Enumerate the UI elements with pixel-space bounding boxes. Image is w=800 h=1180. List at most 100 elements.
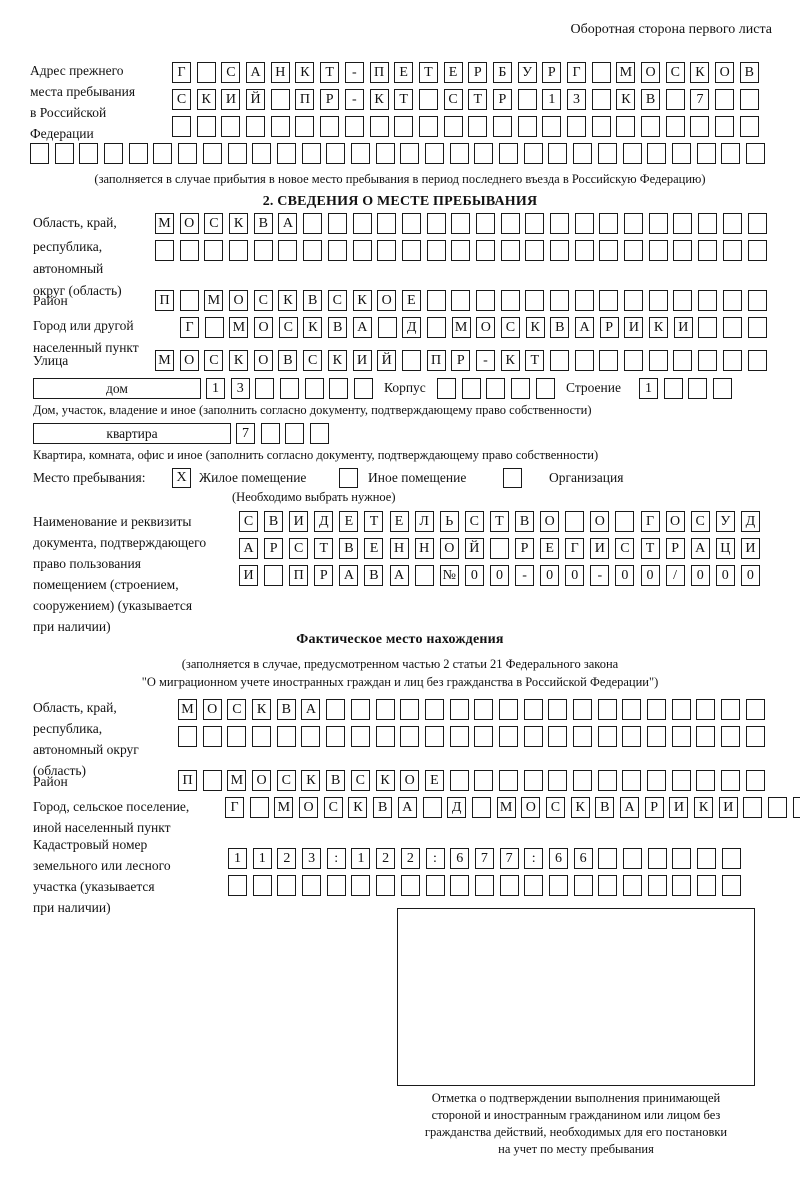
document-row-2-cell-20[interactable]: Ц bbox=[715, 538, 735, 559]
document-row-2-cell-15[interactable]: И bbox=[590, 538, 610, 559]
cadastral-row-1-cell-10[interactable]: 6 bbox=[450, 848, 470, 869]
previous-address-row-2-cell-21[interactable] bbox=[665, 89, 685, 110]
section2-street-row-cell-6[interactable]: В bbox=[278, 350, 298, 371]
document-row-2-cell-16[interactable]: С bbox=[615, 538, 635, 559]
previous-address-row-2-cell-11[interactable] bbox=[418, 89, 438, 110]
actual-city-row-cell-6[interactable]: К bbox=[348, 797, 368, 818]
document-row-3-cell-12[interactable]: - bbox=[515, 565, 535, 586]
previous-address-row-4-full-cell-24[interactable] bbox=[597, 143, 617, 164]
actual-region-row-2-cell-12[interactable] bbox=[449, 726, 469, 747]
previous-address-row-3-cell-8[interactable] bbox=[344, 116, 364, 137]
previous-address-row-4-full-cell-6[interactable] bbox=[153, 143, 173, 164]
actual-region-row-2-cell-6[interactable] bbox=[301, 726, 321, 747]
actual-city-row-cell-4[interactable]: О bbox=[299, 797, 319, 818]
cadastral-row-1-cell-14[interactable]: 6 bbox=[548, 848, 568, 869]
actual-district-row-cell-17[interactable] bbox=[573, 770, 592, 791]
flat-number-cells-cell-2[interactable] bbox=[260, 423, 280, 444]
document-row-2-cell-9[interactable]: О bbox=[439, 538, 459, 559]
previous-address-row-1-cell-8[interactable]: - bbox=[344, 62, 364, 83]
cadastral-row-1-cell-9[interactable]: : bbox=[425, 848, 445, 869]
previous-address-row-4-full-cell-1[interactable] bbox=[30, 143, 49, 164]
actual-district-row-cell-6[interactable]: К bbox=[301, 770, 321, 791]
previous-address-row-1-cell-17[interactable]: Г bbox=[567, 62, 586, 83]
previous-address-row-2-cell-16[interactable]: 1 bbox=[542, 89, 562, 110]
actual-city-row-cell-7[interactable]: В bbox=[373, 797, 393, 818]
actual-city-row-cell-10[interactable]: Д bbox=[447, 797, 467, 818]
document-row-1-cell-16[interactable] bbox=[615, 511, 635, 532]
actual-city-row-cell-24[interactable] bbox=[792, 797, 800, 818]
document-row-1-cell-10[interactable]: С bbox=[464, 511, 484, 532]
section2-street-row-cell-3[interactable]: С bbox=[204, 350, 224, 371]
actual-region-row-1-cell-20[interactable] bbox=[647, 699, 667, 720]
previous-address-row-4-full-cell-16[interactable] bbox=[400, 143, 420, 164]
section2-city-row-cell-13[interactable]: О bbox=[476, 317, 496, 338]
cadastral-row-2-cell-8[interactable] bbox=[400, 875, 420, 896]
section2-city-row-cell-17[interactable]: А bbox=[575, 317, 594, 338]
previous-address-row-3-cell-9[interactable] bbox=[369, 116, 389, 137]
previous-address-row-1-cell-14[interactable]: Б bbox=[492, 62, 512, 83]
actual-district-row-cell-11[interactable]: Е bbox=[424, 770, 444, 791]
section2-district-row-cell-18[interactable] bbox=[574, 290, 594, 311]
section2-street-row-cell-11[interactable] bbox=[401, 350, 421, 371]
previous-address-row-2-cell-5[interactable] bbox=[270, 89, 290, 110]
actual-region-row-1-cell-17[interactable] bbox=[573, 699, 592, 720]
previous-address-row-1-cell-15[interactable]: У bbox=[517, 62, 537, 83]
section2-region-row-1-cell-14[interactable] bbox=[475, 213, 495, 234]
section2-district-row-cell-14[interactable] bbox=[475, 290, 495, 311]
document-row-3-cell-18[interactable]: / bbox=[665, 565, 685, 586]
actual-region-row-1-cell-18[interactable] bbox=[597, 699, 617, 720]
actual-region-row-1-cell-23[interactable] bbox=[721, 699, 741, 720]
cadastral-row-1-cell-12[interactable]: 7 bbox=[499, 848, 519, 869]
previous-address-row-3-cell-12[interactable] bbox=[443, 116, 463, 137]
document-row-3-cell-9[interactable]: № bbox=[439, 565, 459, 586]
document-row-1-cell-17[interactable]: Г bbox=[640, 511, 660, 532]
section2-street-row-cell-5[interactable]: О bbox=[253, 350, 273, 371]
section2-region-row-2-cell-12[interactable] bbox=[426, 240, 446, 261]
cadastral-row-1-cell-11[interactable]: 7 bbox=[474, 848, 494, 869]
actual-region-row-2-cell-14[interactable] bbox=[498, 726, 518, 747]
document-row-2-cell-14[interactable]: Г bbox=[565, 538, 585, 559]
previous-address-row-2-cell-13[interactable]: Т bbox=[468, 89, 488, 110]
actual-district-row-cell-4[interactable]: О bbox=[252, 770, 272, 791]
stroenie-cells-cell-4[interactable] bbox=[713, 378, 733, 399]
previous-address-row-1-cell-5[interactable]: Н bbox=[270, 62, 290, 83]
cadastral-row-2-cell-6[interactable] bbox=[351, 875, 371, 896]
previous-address-row-4-full-cell-20[interactable] bbox=[499, 143, 519, 164]
section2-street-row-cell-15[interactable]: К bbox=[500, 350, 520, 371]
actual-region-row-2-cell-7[interactable] bbox=[326, 726, 346, 747]
cadastral-row-2-cell-14[interactable] bbox=[548, 875, 568, 896]
previous-address-row-1-cell-11[interactable]: Т bbox=[418, 62, 438, 83]
cadastral-row-1-cell-1[interactable]: 1 bbox=[228, 848, 247, 869]
cadastral-row-2-cell-1[interactable] bbox=[228, 875, 247, 896]
previous-address-row-2-cell-6[interactable]: П bbox=[295, 89, 315, 110]
actual-region-row-2-cell-24[interactable] bbox=[745, 726, 765, 747]
actual-city-row-cell-11[interactable] bbox=[471, 797, 491, 818]
cadastral-row-1-cell-3[interactable]: 2 bbox=[277, 848, 297, 869]
section2-city-row-cell-5[interactable]: С bbox=[278, 317, 298, 338]
previous-address-row-3-cell-17[interactable] bbox=[567, 116, 586, 137]
document-row-2-cell-21[interactable]: И bbox=[740, 538, 760, 559]
section2-region-row-2-cell-19[interactable] bbox=[599, 240, 619, 261]
previous-address-row-2-cell-17[interactable]: 3 bbox=[567, 89, 586, 110]
section2-street-row-cell-2[interactable]: О bbox=[179, 350, 199, 371]
document-row-3-cell-13[interactable]: 0 bbox=[540, 565, 560, 586]
document-row-1-cell-14[interactable] bbox=[565, 511, 585, 532]
cadastral-row-2-cell-5[interactable] bbox=[326, 875, 346, 896]
previous-address-row-2-cell-7[interactable]: Р bbox=[320, 89, 340, 110]
actual-region-row-2-cell-1[interactable] bbox=[178, 726, 197, 747]
cadastral-row-2-cell-19[interactable] bbox=[672, 875, 692, 896]
section2-street-row-cell-20[interactable] bbox=[624, 350, 644, 371]
previous-address-row-2-cell-24[interactable] bbox=[739, 89, 759, 110]
confirmation-stamp-box[interactable] bbox=[397, 908, 755, 1086]
actual-region-row-1-cell-9[interactable] bbox=[375, 699, 395, 720]
previous-address-row-2-cell-23[interactable] bbox=[715, 89, 735, 110]
document-row-1-cell-4[interactable]: Д bbox=[314, 511, 334, 532]
stroenie-cells-cell-2[interactable] bbox=[663, 378, 683, 399]
actual-region-row-1-cell-10[interactable] bbox=[400, 699, 420, 720]
section2-region-row-1-cell-4[interactable]: К bbox=[229, 213, 249, 234]
document-row-2-cell-12[interactable]: Р bbox=[515, 538, 535, 559]
document-row-2-cell-13[interactable]: Е bbox=[540, 538, 560, 559]
previous-address-row-4-full-cell-29[interactable] bbox=[721, 143, 741, 164]
